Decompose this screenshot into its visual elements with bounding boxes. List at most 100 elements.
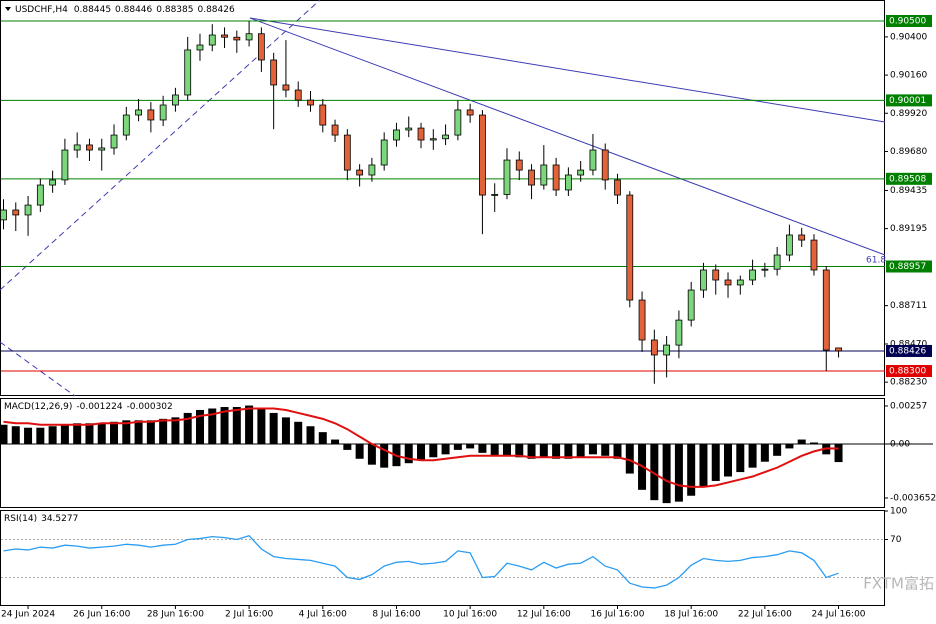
price-panel [0,0,885,396]
histogram-bar [625,443,634,474]
histogram-bar [110,421,119,444]
x-tick-label: 22 Jul 16:00 [738,610,792,620]
histogram-bar [269,412,278,444]
histogram-bar [404,443,413,464]
histogram-bar [760,443,769,462]
candle-body [24,204,32,216]
histogram-bar [257,408,266,444]
y-tick-label: 0.90400 [890,32,927,42]
candle-body [12,209,20,216]
trend-line [249,17,886,256]
histogram-bar [245,405,254,444]
histogram-bar [699,443,708,487]
histogram-bar [515,443,524,458]
histogram-bar [441,443,450,455]
y-tick-label: -0.003652 [890,493,936,503]
histogram-bar [85,423,94,444]
candle-body [479,114,486,196]
candle-body [638,299,646,341]
histogram-bar [687,443,696,496]
histogram-bar [650,443,659,501]
trend-line-dashed [0,0,321,291]
histogram-bar [466,443,475,449]
y-tick-label: 0.90160 [890,71,927,81]
histogram-bar [417,443,426,461]
x-tick-label: 28 Jun 16:00 [147,610,204,620]
rsi-panel [0,510,885,606]
candle-body [36,184,44,206]
y-tick-label: 0.89920 [890,109,927,119]
histogram-bar [834,443,843,463]
candle-body [687,289,695,321]
candle-body [405,127,413,131]
candle-body [736,279,744,286]
histogram-bar [724,443,733,477]
histogram-bar [711,443,720,481]
candle-body [712,269,720,281]
histogram-bar [11,426,20,444]
menu-triangle [5,7,11,11]
histogram-bar [809,442,818,444]
x-tick-label: 4 Jul 16:00 [299,610,348,620]
histogram-bar [306,426,315,444]
candle-body [835,347,842,352]
histogram-bar [134,420,143,444]
histogram-bar [785,443,794,449]
candle-body [663,344,671,356]
histogram-bar [343,443,352,450]
candle-body [0,209,7,221]
candle-body [491,194,499,196]
histogram-bar [613,443,622,459]
fib-label: 61.8 [866,256,886,266]
x-tick-label: 8 Jul 16:00 [372,610,421,620]
histogram-bar [601,443,610,456]
candle-body [282,84,290,91]
candle-body [380,139,388,166]
level-label: 0.88426 [889,346,926,356]
candle-body [393,129,400,141]
histogram-bar [736,443,745,473]
x-tick-label: 18 Jul 16:00 [664,610,718,620]
candle-body [319,104,327,126]
candle-body [577,169,585,176]
y-tick-label: 0.88711 [890,301,927,311]
rsi-title: RSI(14) [4,514,37,524]
y-tick-label: 100 [890,507,907,517]
trend-line [249,17,886,123]
candle-body [122,114,130,136]
macd-header: MACD(12,26,9) -0.001224 -0.000302 [4,402,173,412]
candle-body [724,279,732,286]
histogram-bar [183,412,192,444]
rsi-header: RSI(14) 34.5277 [4,514,78,524]
candle-body [528,169,535,186]
candle-body [61,149,69,181]
histogram-bar [674,443,683,502]
candle-body [172,94,179,106]
candle-body [589,149,597,171]
histogram-bar [380,443,389,468]
candle-body [110,134,118,149]
watermark: FXTM富拓 [863,575,934,593]
histogram-bar [195,409,204,444]
rsi-line [3,534,839,589]
level-label: 0.88957 [889,262,926,272]
symbol: USDCHF,H4 [15,5,68,15]
histogram-bar [478,443,487,453]
candle-body [368,164,376,176]
open: 0.88445 [74,5,111,15]
y-tick-label: 0.89680 [890,147,927,157]
histogram-bar [552,443,561,459]
candle-body [466,109,474,116]
header: USDCHF,H4 0.88445 0.88446 0.88385 0.88426 [15,5,235,15]
candle-body [159,104,167,121]
histogram-bar [159,418,168,444]
candle-body [196,44,204,51]
macd-value: -0.001224 [76,402,122,412]
candle-body [515,159,523,171]
candle-body [564,174,572,191]
histogram-bar [208,408,217,444]
candle-body [773,254,781,270]
histogram-bar [36,427,45,444]
candle-body [331,124,339,136]
